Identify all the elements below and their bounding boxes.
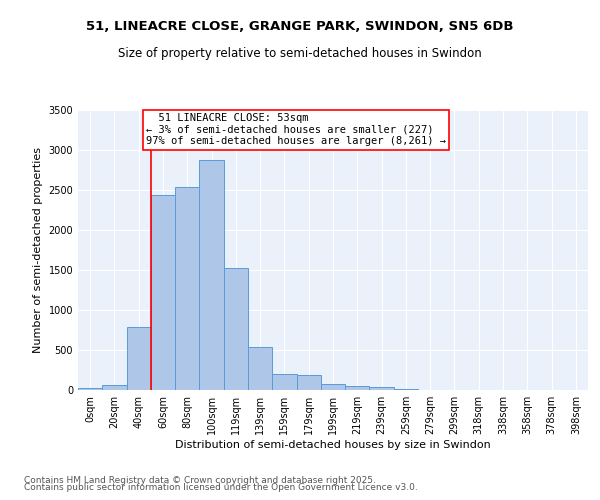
Bar: [345, 386, 370, 390]
Text: Contains public sector information licensed under the Open Government Licence v3: Contains public sector information licen…: [24, 484, 418, 492]
Bar: [224, 268, 248, 390]
Bar: [394, 389, 418, 390]
Bar: [151, 195, 175, 390]
Text: Contains HM Land Registry data © Crown copyright and database right 2025.: Contains HM Land Registry data © Crown c…: [24, 476, 376, 485]
Y-axis label: Number of semi-detached properties: Number of semi-detached properties: [33, 147, 43, 353]
Bar: [199, 160, 224, 390]
X-axis label: Distribution of semi-detached houses by size in Swindon: Distribution of semi-detached houses by …: [175, 440, 491, 450]
Text: 51 LINEACRE CLOSE: 53sqm
← 3% of semi-detached houses are smaller (227)
97% of s: 51 LINEACRE CLOSE: 53sqm ← 3% of semi-de…: [146, 113, 446, 146]
Bar: [370, 387, 394, 390]
Text: Size of property relative to semi-detached houses in Swindon: Size of property relative to semi-detach…: [118, 48, 482, 60]
Bar: [102, 385, 127, 390]
Bar: [127, 327, 151, 390]
Text: 51, LINEACRE CLOSE, GRANGE PARK, SWINDON, SN5 6DB: 51, LINEACRE CLOSE, GRANGE PARK, SWINDON…: [86, 20, 514, 33]
Bar: [321, 384, 345, 390]
Bar: [296, 375, 321, 390]
Bar: [175, 187, 199, 390]
Bar: [248, 347, 272, 390]
Bar: [272, 374, 296, 390]
Bar: [78, 388, 102, 390]
